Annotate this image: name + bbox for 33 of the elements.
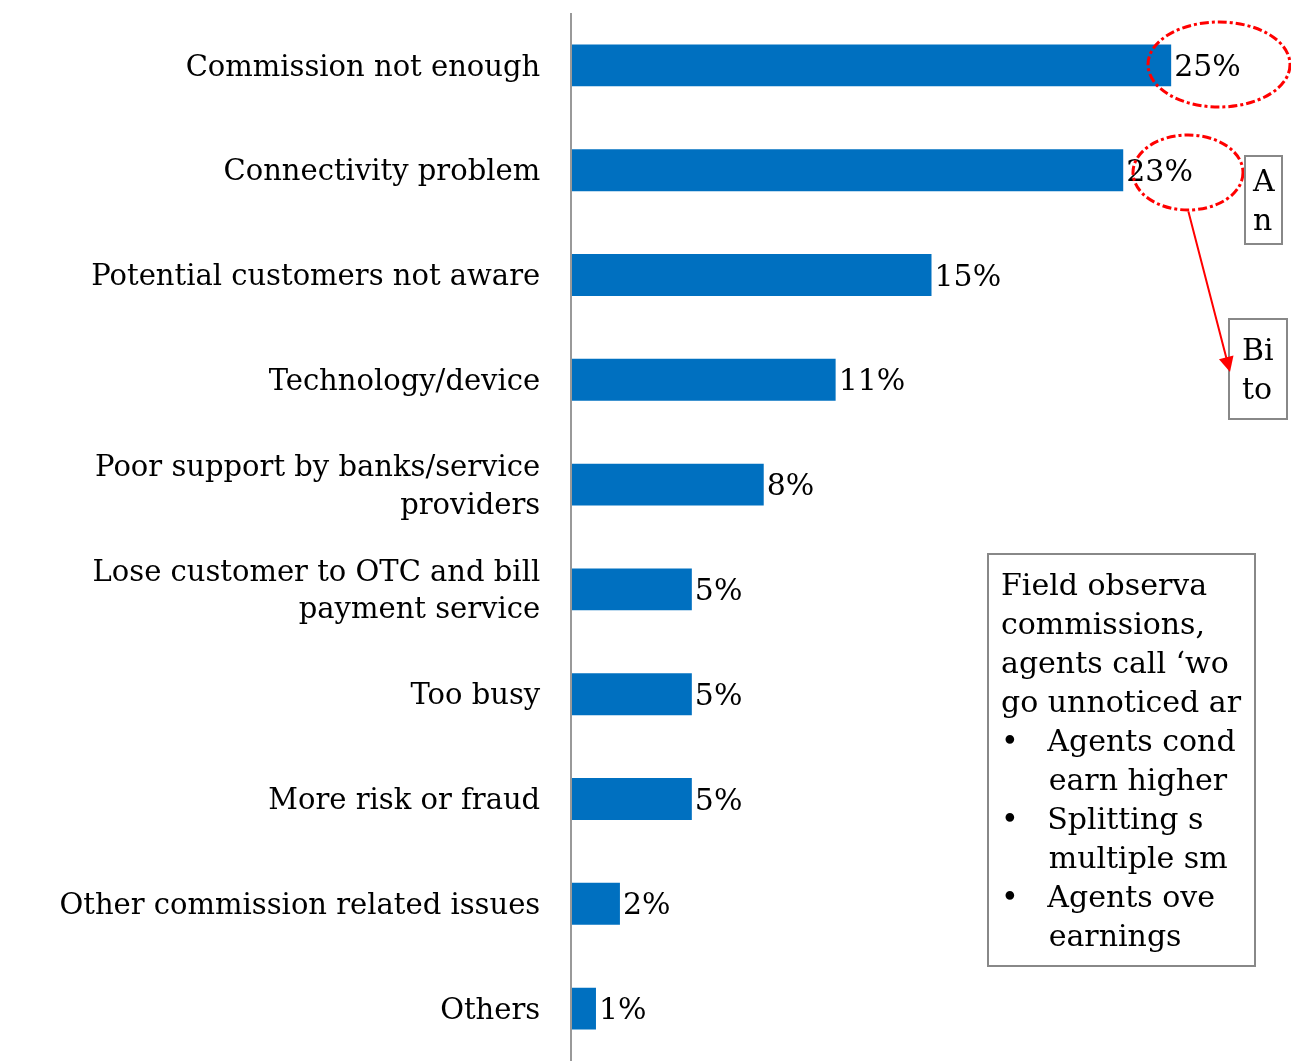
text: A n xyxy=(1252,163,1275,237)
data-label: 5% xyxy=(694,571,743,607)
y-tick-label: More risk or fraud xyxy=(268,782,541,817)
text: Bi to xyxy=(1242,332,1274,406)
y-tick-label: Potential customers not aware xyxy=(91,258,541,293)
bar xyxy=(572,358,836,401)
bar xyxy=(572,673,692,716)
bar xyxy=(572,987,596,1030)
data-label: 25% xyxy=(1174,47,1241,83)
data-label: 15% xyxy=(934,257,1002,293)
y-tick-label: Connectivity problem xyxy=(223,153,541,188)
bar xyxy=(572,778,692,820)
data-label: 2% xyxy=(622,886,671,922)
bar xyxy=(572,254,932,296)
bar xyxy=(572,149,1124,192)
y-tick-label: Lose customer to OTC and bill payment service xyxy=(92,553,541,626)
y-tick-label: Others xyxy=(440,991,541,1026)
data-label: 5% xyxy=(694,676,743,712)
y-tick-label: Poor support by banks/service providers xyxy=(95,448,541,521)
y-tick-label: Other commission related issues xyxy=(59,886,541,921)
y-tick-label: Technology/device xyxy=(268,362,541,397)
bar xyxy=(572,568,692,611)
data-label: 1% xyxy=(598,991,647,1027)
y-tick-label: Too busy xyxy=(410,677,541,712)
bar xyxy=(572,463,764,506)
y-tick-label: Commission not enough xyxy=(185,48,541,83)
bar xyxy=(572,882,620,925)
data-label: 23% xyxy=(1126,152,1193,188)
data-label: 8% xyxy=(766,467,815,503)
text: Field observa commissions, agents call ‘wo go unnoticed ar • Agents cond earn higher • Splitting s multiple sm • Agents ove earnings xyxy=(1001,567,1241,953)
data-label: 11% xyxy=(838,362,906,398)
data-label: 5% xyxy=(694,781,743,817)
bar xyxy=(572,44,1172,87)
